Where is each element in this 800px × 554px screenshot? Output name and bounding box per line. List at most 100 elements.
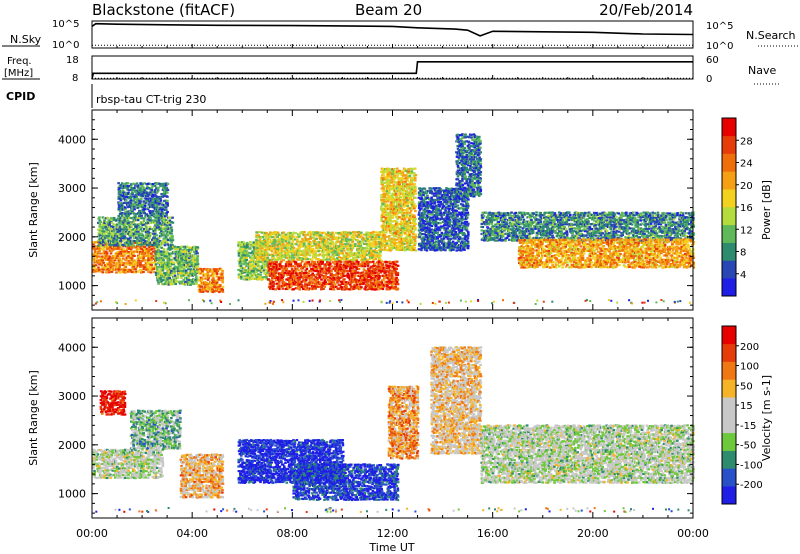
range-cell: [377, 272, 380, 275]
range-cell: [195, 250, 198, 253]
range-cell: [144, 194, 148, 198]
range-cell: [140, 230, 144, 233]
range-cell: [140, 197, 143, 201]
range-cell: [300, 240, 303, 243]
range-cell: [381, 214, 384, 217]
range-cell: [151, 201, 154, 204]
range-cell: [317, 258, 321, 261]
range-cell: [101, 255, 104, 258]
range-cell: [185, 271, 189, 274]
range-cell: [129, 236, 132, 239]
range-cell: [257, 234, 260, 237]
range-cell: [147, 270, 150, 273]
range-cell: [154, 201, 158, 204]
range-cell: [110, 250, 114, 253]
range-cell: [392, 261, 395, 264]
range-cell: [258, 250, 262, 253]
range-cell: [326, 278, 330, 282]
range-cell: [109, 264, 112, 267]
range-cell: [289, 256, 292, 259]
range-cell: [377, 263, 380, 266]
range-cell: [135, 227, 139, 230]
range-cell: [195, 271, 198, 274]
range-cell: [322, 240, 325, 243]
range-cell: [260, 231, 264, 234]
range-cell: [163, 237, 166, 240]
range-cell: [107, 239, 110, 242]
range-cell: [250, 252, 253, 255]
range-cell: [321, 262, 324, 265]
range-cell: [338, 256, 341, 259]
range-cell: [288, 263, 291, 266]
range-cell: [391, 283, 395, 286]
range-cell: [320, 278, 323, 281]
range-cell: [276, 287, 280, 290]
range-cell: [97, 268, 101, 272]
range-cell: [201, 272, 205, 275]
range-cell: [180, 274, 183, 277]
range-cell: [166, 278, 169, 281]
range-cell: [390, 214, 394, 217]
range-cell: [285, 242, 289, 245]
range-cell: [384, 267, 387, 270]
range-cell: [316, 240, 320, 243]
range-cell: [146, 208, 150, 211]
range-cell: [173, 251, 176, 254]
range-cell: [288, 280, 291, 284]
range-cell: [113, 218, 116, 221]
range-cell: [347, 244, 350, 247]
range-cell: [138, 214, 142, 217]
range-cell: [379, 254, 382, 257]
range-cell: [121, 216, 124, 219]
range-cell: [144, 264, 148, 267]
range-cell: [319, 237, 323, 240]
range-cell: [140, 269, 143, 272]
range-cell: [196, 270, 199, 273]
range-cell: [221, 272, 224, 275]
range-cell: [161, 263, 165, 266]
range-cell: [195, 282, 198, 285]
range-cell: [153, 247, 156, 250]
range-cell: [151, 184, 154, 188]
range-cell: [175, 265, 178, 269]
range-cell: [243, 249, 247, 252]
range-cell: [154, 263, 158, 266]
range-cell: [187, 252, 190, 255]
range-cell: [409, 183, 413, 186]
range-cell: [115, 263, 118, 266]
range-cell: [125, 256, 129, 259]
range-cell: [340, 245, 343, 248]
range-cell: [176, 276, 180, 279]
range-cell: [330, 265, 333, 268]
range-cell: [239, 264, 243, 268]
range-cell: [113, 237, 116, 240]
range-cell: [286, 248, 289, 252]
range-cell: [306, 252, 309, 255]
range-cell: [170, 241, 173, 244]
range-cell: [393, 168, 396, 171]
range-cell: [255, 245, 258, 248]
range-cell: [137, 193, 141, 196]
range-cell: [349, 254, 353, 257]
range-cell: [250, 275, 253, 278]
range-cell: [152, 219, 155, 222]
range-cell: [342, 265, 346, 268]
range-cell: [380, 205, 383, 208]
range-cell: [112, 261, 116, 264]
range-cell: [134, 201, 138, 204]
range-cell: [166, 210, 169, 214]
range-cell: [238, 248, 242, 251]
range-cell: [123, 227, 127, 230]
range-cell: [373, 264, 377, 267]
range-cell: [319, 271, 322, 274]
freq-line: [91, 60, 693, 80]
range-cell: [323, 263, 327, 266]
range-cell: [159, 252, 163, 255]
range-cell: [164, 236, 168, 239]
range-cell: [140, 239, 143, 242]
range-cell: [258, 238, 262, 241]
range-cell: [326, 231, 330, 234]
range-cell: [149, 243, 153, 246]
range-cell: [355, 262, 359, 265]
range-cell: [391, 280, 394, 283]
